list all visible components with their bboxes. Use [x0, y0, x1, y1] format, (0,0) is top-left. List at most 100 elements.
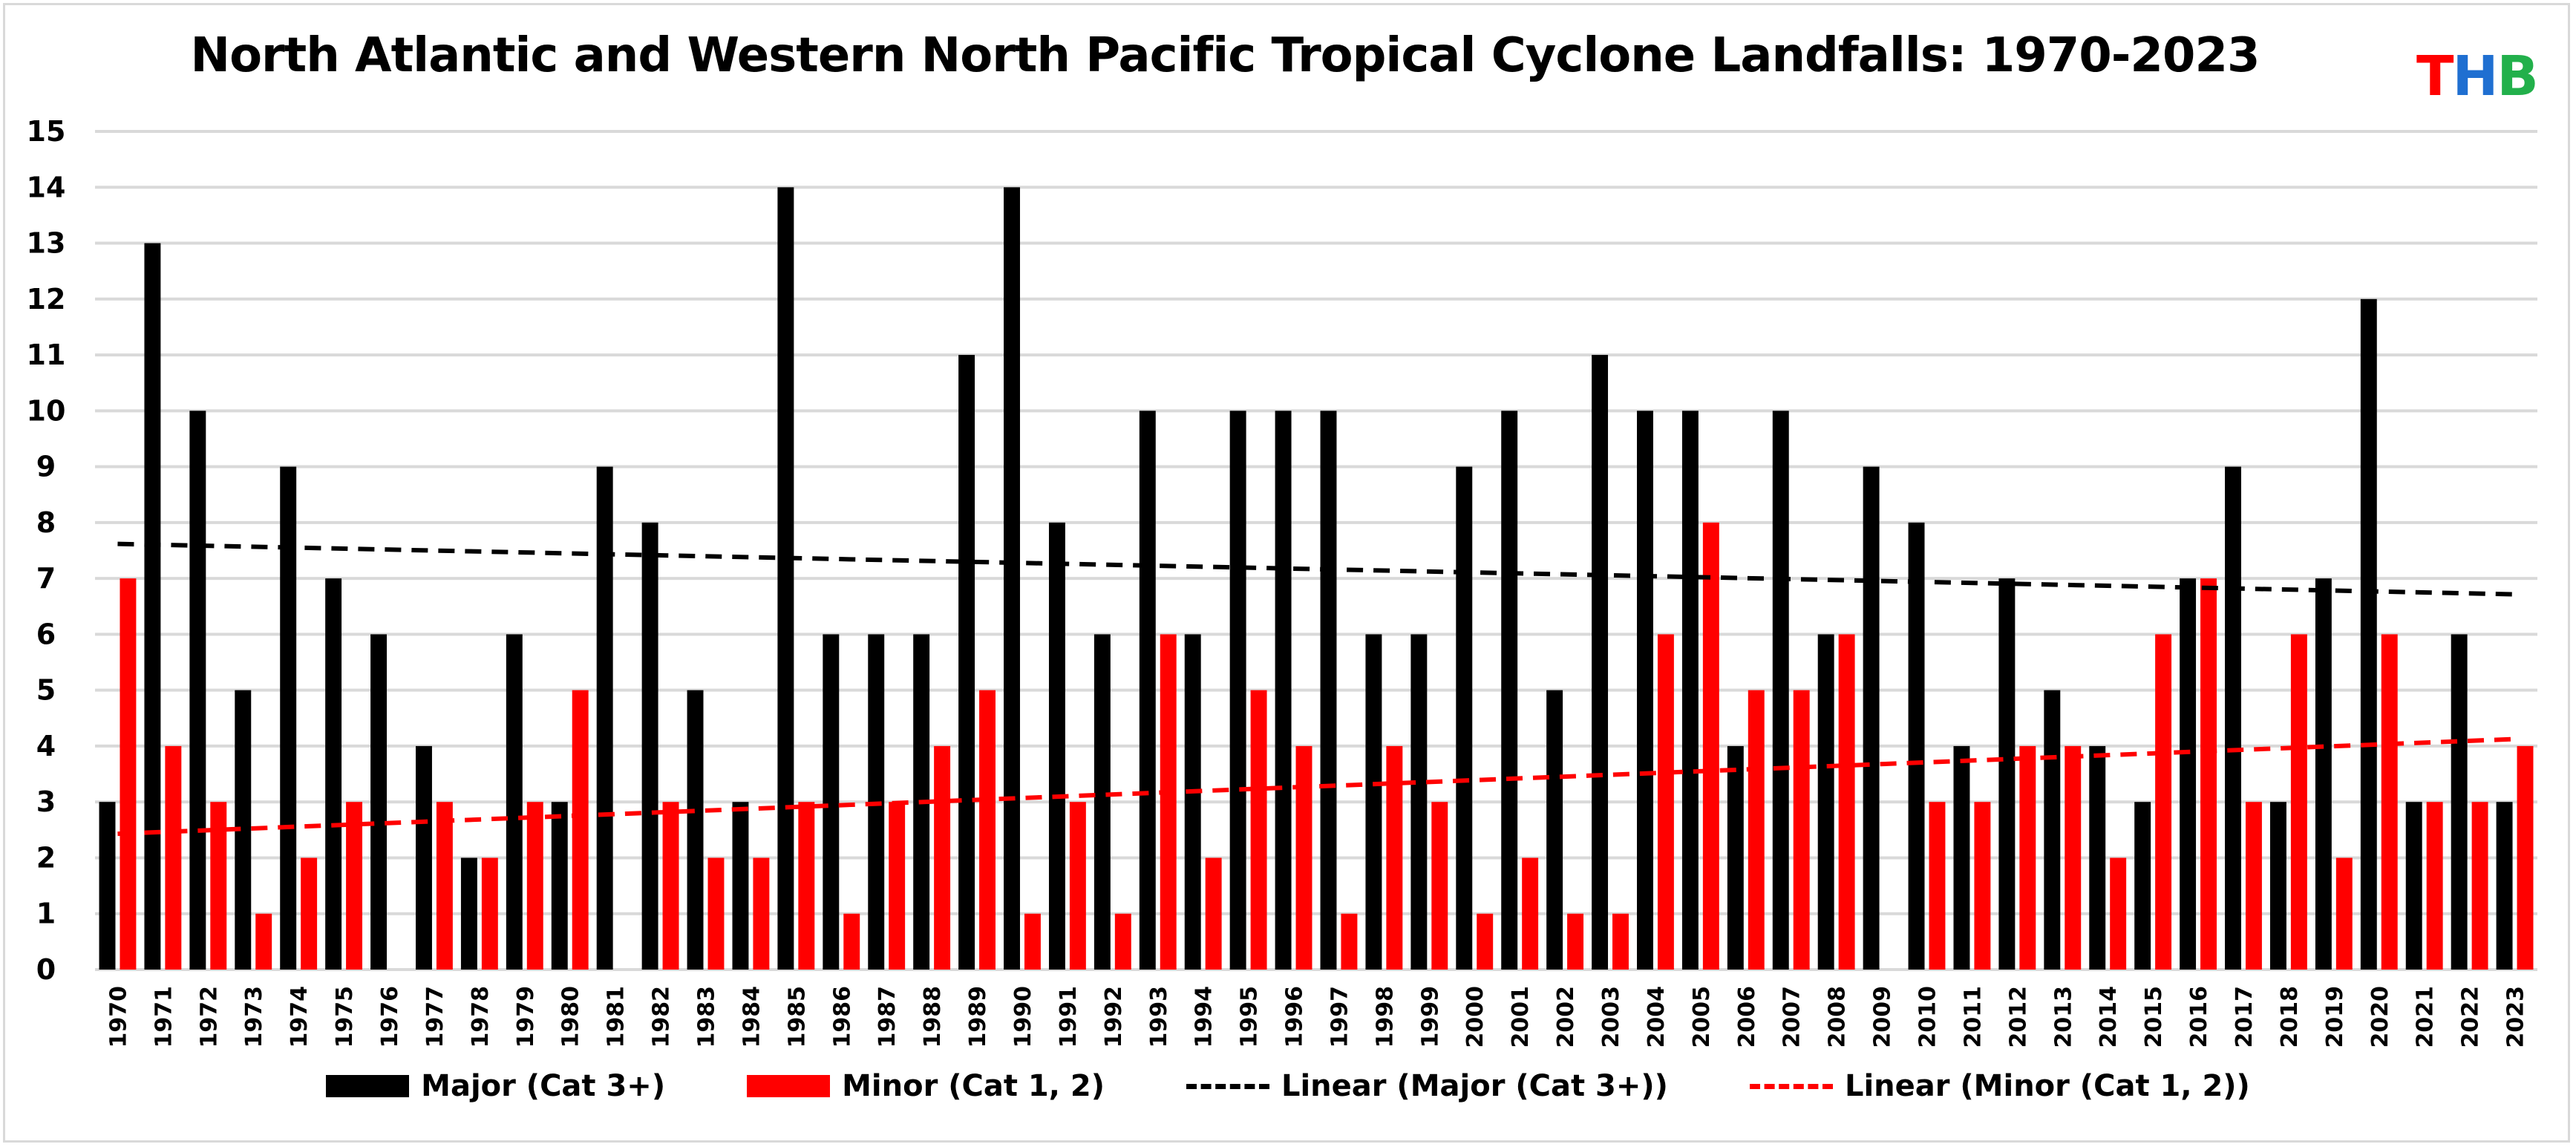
bar-major: [1501, 411, 1518, 970]
bar-minor: [1160, 634, 1177, 970]
bar-minor: [1431, 802, 1448, 970]
y-tick-label: 10: [27, 394, 66, 427]
legend-label-trend-minor: Linear (Minor (Cat 1, 2)): [1844, 1069, 2250, 1103]
bar-major: [2360, 298, 2377, 970]
x-tick-label: 2004: [1644, 986, 1670, 1048]
x-tick-label: 1982: [649, 986, 675, 1048]
bar-minor: [210, 802, 227, 970]
y-tick-label: 12: [27, 283, 66, 316]
bar-minor: [526, 802, 543, 970]
x-tick-label: 2011: [1960, 986, 1986, 1048]
y-tick-label: 13: [27, 227, 66, 260]
bar-minor: [979, 690, 996, 970]
x-tick-label: 1975: [332, 986, 358, 1048]
bar-minor: [1657, 634, 1674, 970]
x-tick-label: 2019: [2322, 986, 2348, 1048]
x-tick-label: 2013: [2050, 986, 2076, 1048]
bar-major: [2269, 802, 2286, 970]
bar-major: [1456, 466, 1473, 970]
x-tick-label: 1991: [1056, 986, 1082, 1048]
bar-minor: [1612, 913, 1629, 970]
legend-dash-major: [1186, 1083, 1269, 1089]
bar-major: [1365, 634, 1382, 970]
bar-major: [823, 634, 840, 970]
bar-minor: [1341, 913, 1358, 970]
legend-major: Major (Cat 3+): [326, 1069, 665, 1103]
bar-major: [325, 578, 342, 970]
bar-minor: [2019, 745, 2036, 970]
x-tick-label: 2007: [1779, 986, 1805, 1048]
bar-major: [2451, 634, 2468, 970]
legend-swatch-major: [326, 1075, 410, 1097]
bar-minor: [301, 857, 318, 970]
x-tick-label: 1980: [558, 986, 584, 1048]
x-tick-label: 2015: [2141, 986, 2167, 1048]
bar-major: [2496, 802, 2513, 970]
x-tick-label: 2001: [1508, 986, 1534, 1048]
x-tick-label: 2003: [1598, 986, 1624, 1048]
bar-major: [144, 243, 161, 970]
x-tick-label: 1985: [784, 986, 810, 1048]
bar-major: [370, 634, 388, 970]
x-tick-label: 2010: [1915, 986, 1941, 1048]
y-tick-label: 7: [36, 562, 56, 595]
x-tick-label: 1983: [694, 986, 720, 1048]
bar-major: [2405, 802, 2422, 970]
bar-minor: [2335, 857, 2353, 970]
bar-minor: [843, 913, 860, 970]
bar-major: [641, 522, 658, 970]
bar-major: [2225, 466, 2241, 970]
y-tick-label: 2: [36, 841, 56, 874]
bar-minor: [707, 857, 725, 970]
x-tick-label: 1990: [1010, 986, 1036, 1048]
chart-title: North Atlantic and Western North Pacific…: [190, 28, 2260, 83]
logo-letter: B: [2497, 45, 2538, 108]
bar-minor: [481, 857, 498, 970]
bar-minor: [1522, 857, 1539, 970]
bar-minor: [572, 690, 589, 970]
bar-major: [1320, 411, 1337, 970]
x-tick-label: 1994: [1191, 986, 1217, 1048]
y-tick-label: 3: [36, 785, 56, 818]
bar-minor: [662, 802, 679, 970]
bar-major: [506, 634, 523, 970]
bar-minor: [2245, 802, 2262, 970]
bar-major: [1998, 578, 2016, 970]
bar-minor: [165, 745, 182, 970]
bar-major: [1546, 690, 1563, 970]
x-tick-label: 1997: [1327, 986, 1353, 1048]
bar-major: [1817, 634, 1834, 970]
bar-minor: [2110, 857, 2127, 970]
bar-minor: [1929, 802, 1946, 970]
x-tick-label: 1989: [965, 986, 991, 1048]
y-tick-label: 9: [36, 451, 56, 483]
bar-major: [687, 690, 704, 970]
bar-major: [1637, 411, 1653, 970]
x-tick-label: 1981: [604, 986, 630, 1048]
legend-label-trend-major: Linear (Major (Cat 3+)): [1281, 1069, 1668, 1103]
x-tick-label: 1978: [468, 986, 494, 1048]
x-tick-label: 2009: [1870, 986, 1896, 1048]
bar-major: [416, 745, 432, 970]
x-tick-label: 1971: [151, 986, 177, 1048]
bar-major: [235, 690, 252, 970]
x-tick-label: 1996: [1282, 986, 1308, 1048]
bar-major: [1229, 411, 1246, 970]
x-tick-label: 1999: [1417, 986, 1443, 1048]
bar-minor: [1205, 857, 1222, 970]
bar-minor: [753, 857, 770, 970]
bar-major: [1772, 411, 1789, 970]
x-tick-label: 2022: [2458, 986, 2484, 1048]
x-tick-label: 1974: [287, 986, 313, 1048]
bar-major: [1004, 187, 1020, 970]
bar-major: [1184, 634, 1201, 970]
y-tick-label: 6: [36, 618, 56, 650]
bar-minor: [1250, 690, 1267, 970]
legend-trend-minor: Linear (Minor (Cat 1, 2)): [1749, 1069, 2250, 1103]
bar-minor: [2200, 578, 2217, 970]
bar-major: [1953, 745, 1970, 970]
bar-minor: [1024, 913, 1041, 970]
bar-major: [99, 802, 116, 970]
legend-label-minor: Minor (Cat 1, 2): [842, 1069, 1105, 1103]
x-tick-label: 1973: [241, 986, 267, 1048]
